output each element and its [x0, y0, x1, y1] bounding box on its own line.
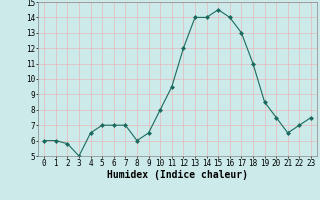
- X-axis label: Humidex (Indice chaleur): Humidex (Indice chaleur): [107, 170, 248, 180]
